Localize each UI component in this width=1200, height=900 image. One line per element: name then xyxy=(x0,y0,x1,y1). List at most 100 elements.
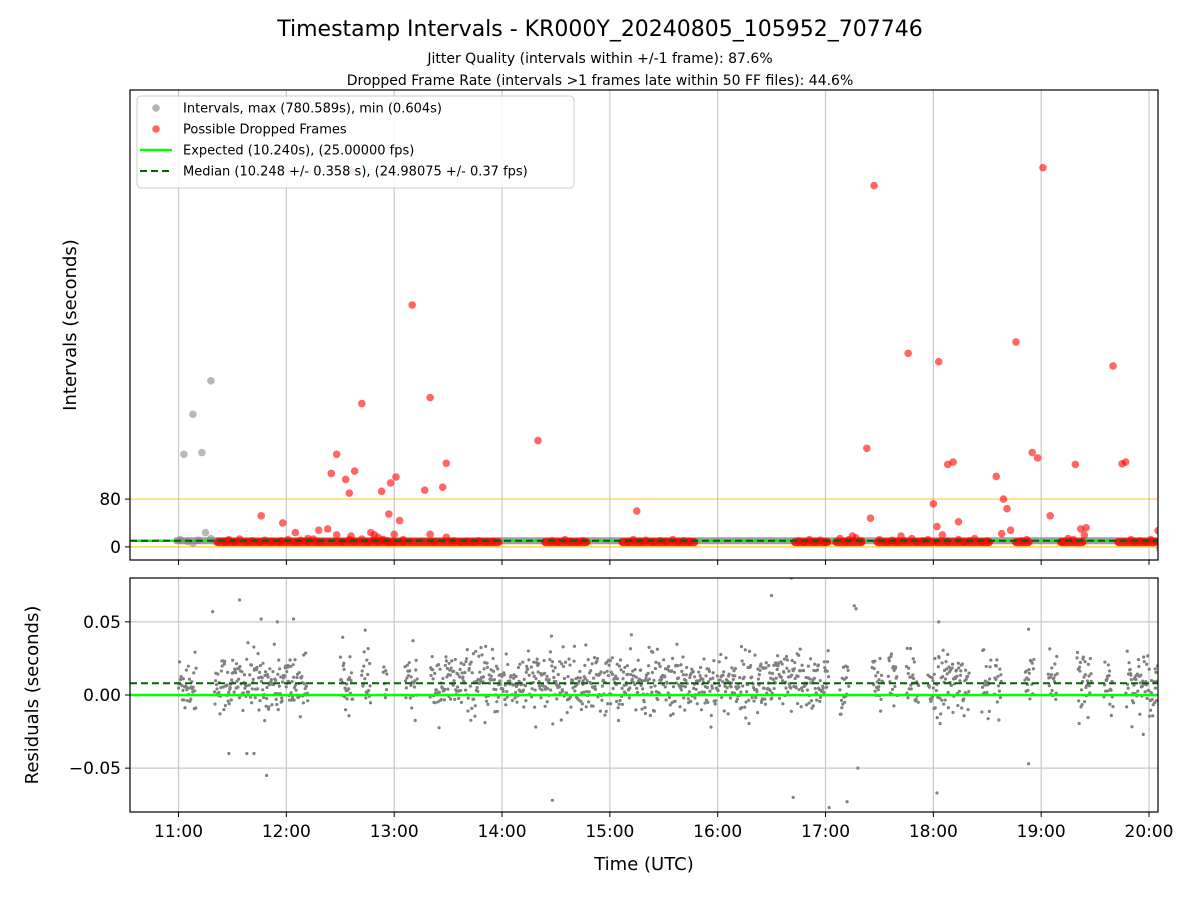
residual-point xyxy=(506,662,510,667)
residual-point xyxy=(257,670,262,674)
residual-point xyxy=(662,658,666,662)
residual-point xyxy=(1141,732,1145,736)
residual-point xyxy=(658,664,662,668)
residual-point xyxy=(655,647,659,651)
residual-point xyxy=(671,712,675,716)
residual-point xyxy=(818,678,822,683)
dropped-frame-point xyxy=(1069,535,1078,544)
residual-point xyxy=(844,676,848,680)
residual-point xyxy=(998,667,1002,671)
residual-point xyxy=(429,673,433,678)
residual-point xyxy=(822,690,826,695)
residual-point xyxy=(945,667,949,671)
legend-box xyxy=(136,95,575,189)
residual-point xyxy=(230,678,234,682)
residual-point xyxy=(625,664,630,668)
dropped-frame-point xyxy=(938,531,947,539)
residual-point xyxy=(958,673,963,677)
residual-point xyxy=(665,681,669,685)
residual-point xyxy=(1151,714,1155,718)
residual-point xyxy=(1107,674,1111,678)
residual-point xyxy=(1143,690,1147,694)
residual-point xyxy=(647,664,651,668)
residual-point xyxy=(709,725,713,729)
legend-marker-intervals xyxy=(152,104,160,112)
residual-point xyxy=(269,678,273,682)
dropped-frame-point xyxy=(327,469,336,478)
residual-point xyxy=(872,667,876,671)
dropped-frame-point xyxy=(277,537,285,545)
residual-point xyxy=(826,648,830,653)
residual-point xyxy=(747,649,752,653)
residual-point xyxy=(263,718,267,723)
residual-point xyxy=(615,677,620,681)
residual-point xyxy=(524,670,528,674)
residual-point xyxy=(1086,662,1091,666)
residual-point xyxy=(643,711,648,716)
y-tick-label: 0 xyxy=(110,538,121,558)
residual-point xyxy=(933,656,937,661)
residual-point xyxy=(527,658,531,662)
residual-point xyxy=(1031,667,1036,671)
residual-point xyxy=(879,673,884,677)
residual-point xyxy=(582,690,586,694)
residual-point xyxy=(464,657,469,661)
dropped-frame-point xyxy=(442,459,451,468)
residual-point xyxy=(598,709,603,713)
residual-point xyxy=(482,667,486,671)
dropped-frame-point xyxy=(629,535,638,544)
residual-point xyxy=(663,685,667,689)
residual-point xyxy=(807,701,811,705)
residual-point xyxy=(818,699,822,704)
residual-point xyxy=(1149,691,1153,695)
residual-point xyxy=(640,707,644,711)
residual-point xyxy=(1083,700,1087,704)
residual-point xyxy=(526,667,530,671)
residual-point xyxy=(877,678,881,682)
residual-point xyxy=(1086,715,1090,720)
residual-point xyxy=(712,658,716,663)
residual-point xyxy=(1106,663,1110,667)
x-axis-label: Time (UTC) xyxy=(593,854,694,875)
residual-point xyxy=(679,663,683,667)
residual-point xyxy=(384,688,389,692)
residual-point xyxy=(381,670,385,674)
residual-point xyxy=(534,677,538,681)
residual-point xyxy=(504,652,508,656)
residual-point xyxy=(633,682,637,687)
residual-point xyxy=(243,686,247,690)
dropped-frame-point xyxy=(314,538,323,546)
residual-point xyxy=(584,643,588,647)
dropped-frame-point xyxy=(1012,338,1020,346)
dropped-frame-point xyxy=(384,510,393,518)
residual-point xyxy=(567,657,571,661)
residual-point xyxy=(289,698,294,702)
residual-point xyxy=(348,655,352,659)
residual-point xyxy=(471,652,476,656)
residual-point xyxy=(445,666,449,671)
residual-point xyxy=(431,677,435,681)
x-tick-label: 12:00 xyxy=(262,822,311,842)
dropped-frame-point xyxy=(649,538,657,546)
residual-point xyxy=(599,670,603,674)
residual-point xyxy=(467,666,471,671)
residual-point xyxy=(680,669,684,673)
residual-point xyxy=(189,697,193,701)
residual-point xyxy=(634,675,638,679)
residual-point xyxy=(459,700,464,704)
residual-point xyxy=(1046,672,1050,676)
residual-point xyxy=(304,684,308,688)
residual-point xyxy=(671,685,676,689)
residual-point xyxy=(777,696,782,700)
residual-point xyxy=(181,688,185,692)
residual-point xyxy=(228,686,232,690)
residual-point xyxy=(469,718,473,722)
residual-point xyxy=(1079,688,1084,692)
residual-point xyxy=(542,658,546,663)
residual-point xyxy=(367,688,371,693)
residual-point xyxy=(294,688,298,692)
residual-point xyxy=(186,686,190,690)
residual-outlier xyxy=(845,800,849,804)
residual-point xyxy=(481,675,486,679)
